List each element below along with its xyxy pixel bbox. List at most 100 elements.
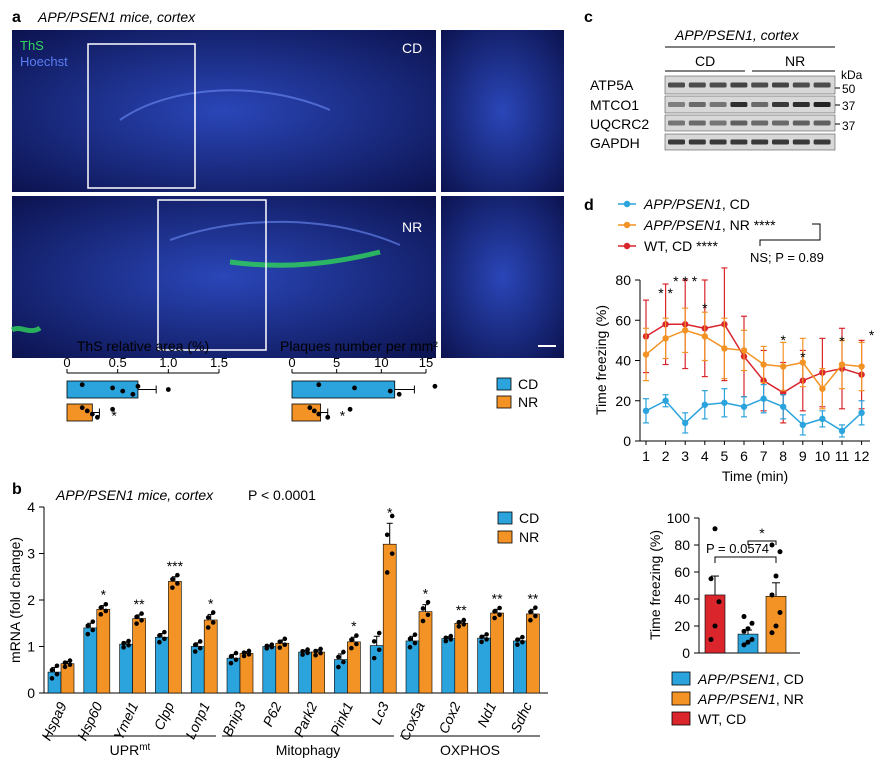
time-series-point bbox=[799, 359, 806, 366]
group-label-oxphos: OXPHOS bbox=[440, 742, 500, 758]
mrna-point bbox=[134, 621, 139, 626]
time-series-point bbox=[721, 399, 728, 406]
mrna-point bbox=[484, 632, 489, 637]
blot-band bbox=[668, 139, 685, 145]
mrna-legend-label: CD bbox=[519, 510, 539, 526]
mrna-bar-nr bbox=[347, 641, 361, 694]
mrna-point bbox=[389, 551, 395, 556]
mrna-point bbox=[412, 632, 418, 637]
freeze-pvalue: P = 0.0574 bbox=[706, 541, 769, 556]
mrna-y-tick-label: 4 bbox=[27, 499, 35, 515]
time-series-point bbox=[662, 335, 669, 342]
mrna-point bbox=[407, 636, 413, 642]
group-label-mitophagy: Mitophagy bbox=[276, 742, 341, 758]
mrna-category-label: Lonp1 bbox=[182, 700, 213, 742]
time-series-point bbox=[682, 327, 689, 334]
ths-title: ThS relative area (%) bbox=[77, 338, 209, 354]
mrna-point bbox=[139, 611, 144, 616]
ths-area-chart: ThS relative area (%) 0 0.5 1.0 1.5 * bbox=[63, 338, 228, 424]
group-label-uprmt: UPRmt bbox=[110, 742, 151, 758]
mrna-bar-nr bbox=[382, 543, 397, 694]
ths-point bbox=[89, 411, 95, 417]
legend-a-label: NR bbox=[518, 394, 538, 410]
mrna-sig: ** bbox=[527, 590, 538, 606]
mrna-point bbox=[425, 612, 431, 618]
micrograph-images: ThS Hoechst CD NR bbox=[10, 30, 564, 358]
blot-group-cd: CD bbox=[695, 53, 715, 69]
freeze-point bbox=[769, 592, 775, 598]
freeze-point bbox=[745, 626, 751, 632]
blot-band bbox=[813, 82, 831, 88]
mrna-point bbox=[448, 633, 454, 639]
mrna-point bbox=[384, 532, 390, 538]
mrna-sig: * bbox=[423, 586, 429, 602]
mrna-bar-nr bbox=[311, 651, 325, 694]
time-series-point bbox=[740, 403, 748, 410]
mrna-category-label: Bnip3 bbox=[219, 699, 249, 738]
mrna-point bbox=[479, 634, 484, 640]
mrna-point bbox=[162, 629, 167, 635]
mrna-point bbox=[313, 648, 318, 654]
blot-band bbox=[792, 120, 810, 126]
mrna-point bbox=[349, 637, 354, 643]
mrna-point bbox=[420, 618, 426, 624]
blot-marker-37a: 37 bbox=[842, 99, 856, 113]
tissue-outline-nr bbox=[169, 220, 401, 246]
blot-band bbox=[751, 82, 769, 88]
legend-a: CD NR bbox=[496, 376, 538, 410]
mrna-point bbox=[162, 636, 167, 642]
mrna-point bbox=[246, 648, 252, 654]
mrna-point bbox=[443, 638, 449, 644]
mrna-point bbox=[241, 650, 247, 655]
time-series-line bbox=[645, 323, 862, 394]
time-y-tick-label: 40 bbox=[615, 353, 631, 369]
mrna-point bbox=[139, 617, 144, 623]
freeze-y-tick-label: 80 bbox=[674, 537, 690, 553]
legend-a-swatch bbox=[496, 377, 512, 391]
blot-band bbox=[813, 102, 831, 107]
freeze-point bbox=[749, 637, 755, 642]
time-sig: * * bbox=[658, 285, 673, 301]
mrna-y-tick-label: 0 bbox=[27, 685, 35, 701]
mrna-sig: ** bbox=[456, 602, 467, 618]
time-series-line bbox=[645, 329, 862, 390]
blot-band bbox=[792, 139, 810, 145]
time-series-point bbox=[740, 347, 748, 354]
mrna-point bbox=[98, 612, 104, 617]
legend-d-label-diet: , NR **** bbox=[722, 217, 776, 233]
legend-d2-label-genotype: APP/PSEN1 bbox=[697, 691, 776, 707]
mrna-bar-cd bbox=[405, 640, 420, 694]
mrna-point bbox=[170, 577, 175, 582]
mrna-point bbox=[282, 642, 288, 648]
mrna-bar-nr bbox=[418, 611, 433, 694]
mrna-category-label: Lc3 bbox=[368, 699, 392, 726]
blot-marker-37b: 37 bbox=[842, 119, 856, 133]
blot-strip bbox=[664, 114, 836, 132]
time-x-tick-label: 8 bbox=[779, 448, 787, 464]
panel-c-letter: c bbox=[584, 9, 593, 26]
time-series-point bbox=[721, 345, 728, 352]
mrna-point bbox=[412, 640, 418, 646]
mrna-bar-cd bbox=[262, 646, 277, 694]
mrna-point bbox=[67, 662, 73, 668]
mrna-bar-cd bbox=[513, 640, 527, 694]
mrna-point bbox=[341, 659, 346, 665]
mrna-point bbox=[67, 658, 73, 663]
mrna-point bbox=[448, 637, 454, 642]
mrna-point bbox=[425, 599, 431, 605]
time-series-point bbox=[858, 409, 865, 417]
mrna-point bbox=[515, 637, 520, 642]
freeze-point bbox=[708, 576, 714, 582]
mrna-legend-label: NR bbox=[519, 529, 539, 545]
blot-band bbox=[668, 120, 685, 126]
blot-band bbox=[813, 139, 831, 145]
freeze-y-tick-label: 20 bbox=[674, 618, 690, 634]
blot-band bbox=[730, 120, 748, 126]
mrna-point bbox=[121, 645, 126, 650]
freeze-y-tick-label: 100 bbox=[667, 510, 691, 526]
time-x-tick-label: 1 bbox=[642, 448, 650, 464]
ths-point bbox=[130, 391, 136, 397]
